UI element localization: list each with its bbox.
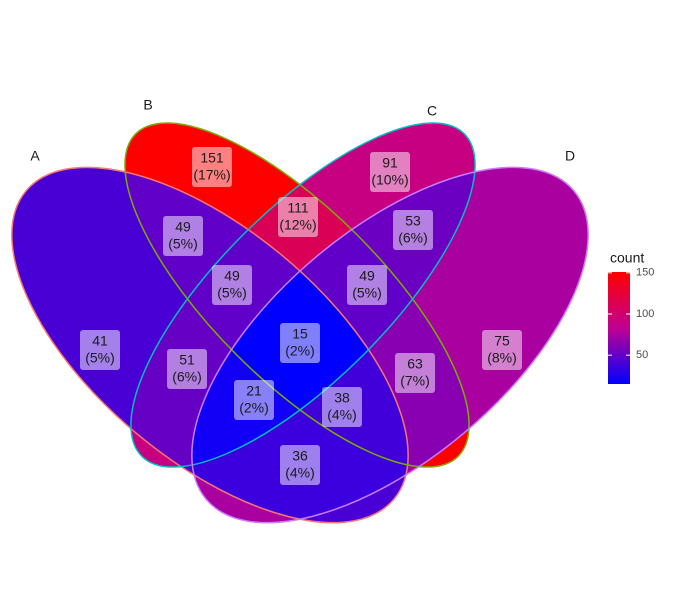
region-count: 53 [405,213,421,229]
region-percent: (7%) [400,373,430,389]
region-percent: (6%) [172,369,202,385]
set-label: C [427,103,437,119]
region-percent: (8%) [487,350,517,366]
region-percent: (4%) [327,407,357,423]
region-percent: (10%) [371,172,408,188]
region-percent: (4%) [285,465,315,481]
label-box [192,147,232,187]
region-count: 151 [200,150,224,166]
label-box [393,210,433,250]
region-percent: (2%) [285,343,315,359]
region-percent: (12%) [279,217,316,233]
legend-tick-label: 150 [636,267,654,279]
region-count: 63 [407,356,423,372]
set-outline [11,166,409,524]
label-box [322,387,362,427]
region-count: 38 [334,390,350,406]
region-count: 111 [287,200,308,216]
region-count: 49 [224,268,240,284]
set-label: D [565,148,575,164]
label-box [370,152,410,192]
region-count: 36 [292,448,308,464]
region-percent: (5%) [217,285,247,301]
region-percent: (5%) [168,236,198,252]
region-count: 75 [494,333,510,349]
set-label: B [143,97,152,113]
region-percent: (2%) [239,400,269,416]
label-box [278,197,318,237]
set-outline [191,166,589,524]
label-box [212,265,252,305]
label-box [395,353,435,393]
region-count: 41 [92,333,108,349]
region-count: 21 [246,383,262,399]
region-count: 15 [292,326,308,342]
legend-colorbar [608,272,630,384]
region-count: 49 [175,219,191,235]
label-box [280,445,320,485]
labels: 41(5%)151(17%)91(10%)75(8%)49(5%)111(12%… [80,147,522,485]
region-percent: (6%) [398,230,428,246]
region-percent: (5%) [85,350,115,366]
label-box [80,330,120,370]
legend-tick-label: 100 [636,308,654,320]
region-count: 51 [179,352,195,368]
label-box [347,265,387,305]
set-label: A [30,148,40,164]
label-box [234,380,274,420]
region-count: 91 [382,155,398,171]
region-percent: (17%) [193,167,230,183]
outlines [11,122,589,524]
label-box [280,323,320,363]
region-percent: (5%) [352,285,382,301]
legend-title: count [610,250,644,266]
set-outline [130,122,476,468]
label-box [167,349,207,389]
label-box [482,330,522,370]
region-count: 49 [359,268,375,284]
legend-tick-label: 50 [636,349,648,361]
label-box [163,216,203,256]
set-outline [124,122,470,468]
